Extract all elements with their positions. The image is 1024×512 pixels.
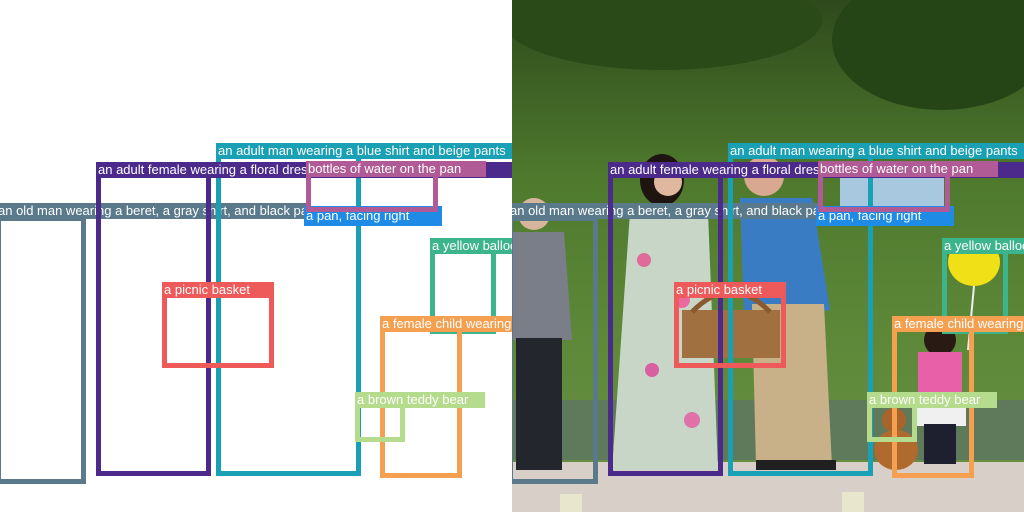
label-bottles: bottles of water on the pan: [306, 161, 486, 177]
tree-foliage: [832, 0, 1024, 110]
dress-flower: [645, 363, 659, 377]
label-picnic-basket: a picnic basket: [674, 282, 782, 298]
label-picnic-basket: a picnic basket: [162, 282, 270, 298]
label-female-child: a female child wearing a pink shirt: [380, 316, 512, 332]
tree-foliage: [512, 0, 822, 70]
path-item: [560, 494, 582, 512]
label-bottles: bottles of water on the pan: [818, 161, 998, 177]
label-teddy-bear: a brown teddy bear: [355, 392, 485, 408]
man-shoes: [756, 460, 836, 470]
annotation-layout-panel: an old man wearing a beret, a gray shirt…: [0, 143, 512, 484]
bbox-old-man: [0, 216, 86, 484]
dress-flower: [637, 253, 651, 267]
child-pink-shirt: [918, 352, 962, 396]
female-floral-dress: [612, 212, 718, 470]
old-man-black-pants: [516, 338, 562, 470]
label-old-man: an old man wearing a beret, a gray shirt…: [512, 203, 822, 219]
dress-flower: [684, 412, 700, 428]
old-man-gray-shirt: [512, 232, 572, 340]
child-legs: [924, 424, 956, 464]
label-yellow-balloon: a yellow balloon: [942, 238, 1024, 254]
label-adult-man: an adult man wearing a blue shirt and be…: [728, 143, 1024, 159]
label-yellow-balloon: a yellow balloon: [430, 238, 512, 254]
bbox-old-man: [512, 216, 598, 484]
label-adult-man: an adult man wearing a blue shirt and be…: [216, 143, 512, 159]
label-old-man: an old man wearing a beret, a gray shirt…: [0, 203, 310, 219]
label-teddy-bear: a brown teddy bear: [867, 392, 997, 408]
photo-panel: an old man wearing a beret, a gray shirt…: [512, 0, 1024, 512]
label-female-child: a female child wearing a pink shirt: [892, 316, 1024, 332]
path-item: [842, 492, 864, 512]
water-bottles: [840, 178, 944, 206]
